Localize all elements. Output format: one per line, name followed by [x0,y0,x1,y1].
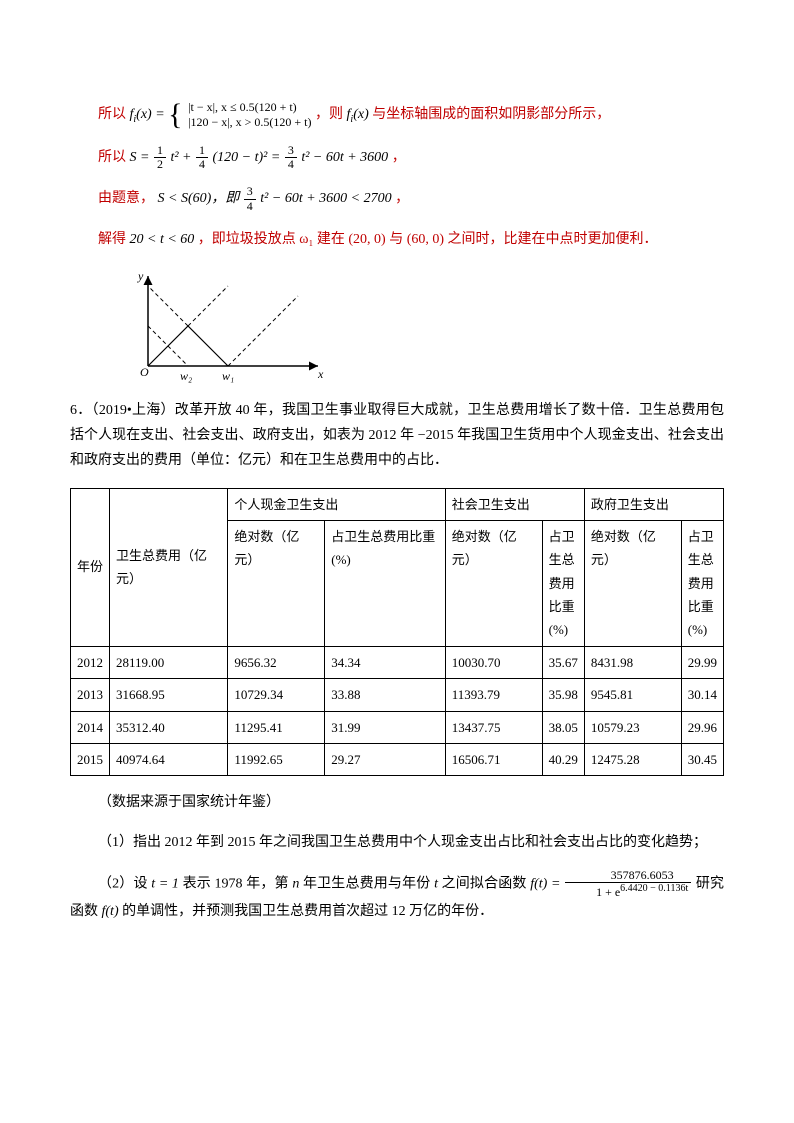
eq: (120 − t)² = [213,150,284,165]
y-label: y [137,269,144,283]
table-row: 201331668.95 10729.3433.88 11393.7935.98… [71,679,724,711]
th-total: 卫生总费用（亿元） [110,488,228,646]
table-row: 201228119.00 9656.3234.34 10030.7035.67 … [71,646,724,678]
piecewise-top: |t − x|, x ≤ 0.5(120 + t) [188,100,311,115]
q-number: 6． [70,403,92,418]
text: ， [392,150,406,165]
data-note: （数据来源于国家统计年鉴） [70,790,724,815]
th-social: 社会卫生支出 [445,488,584,520]
q6-sub2: （2）设 t = 1 表示 1978 年，第 n 年卫生总费用与年份 t 之间拟… [70,869,724,925]
text: 与坐标轴围成的面积如阴影部分所示， [372,107,610,122]
solution-line-2: 所以 S = 12 t² + 14 (120 − t)² = 34 t² − 6… [70,144,724,171]
th-gov: 政府卫生支出 [584,488,723,520]
w2-label: w₂ [180,369,192,383]
eq: t² + [170,150,195,165]
solution-line-1: 所以 fi(x) = { |t − x|, x ≤ 0.5(120 + t) |… [70,100,724,130]
eq: t² − 60t + 3600 [301,150,388,165]
fit-lhs: f(t) = [530,876,564,891]
text: 所以 [98,150,130,165]
eq: S = [130,150,153,165]
th-abs: 绝对数（亿元） [445,520,542,646]
text: ，则 [315,107,347,122]
x-label: x [317,367,324,381]
th-ratio: 占卫生总费用比重(%) [542,520,584,646]
solution-line-4: 解得 20 < t < 60 ，即垃圾投放点 ω₁ 建在 (20, 0) 与 (… [70,227,724,252]
axes-graph: O x y w₂ w₁ [118,266,338,386]
table-row: 201540974.64 11992.6529.27 16506.7140.29… [71,744,724,776]
th-abs: 绝对数（亿元） [584,520,681,646]
table-row: 201435312.40 11295.4131.99 13437.7538.05… [71,711,724,743]
text: 所以 [98,107,130,122]
q-cite: （2019•上海） [92,403,175,418]
text: ，即垃圾投放点 ω₁ 建在 (20, 0) 与 (60, 0) 之间时，比建在中… [198,232,658,247]
origin-label: O [140,365,149,379]
eq: S < S(60)，即 [158,191,243,206]
solution-line-3: 由题意， S < S(60)，即 34 t² − 60t + 3600 < 27… [70,185,724,212]
eq: 20 < t < 60 [130,232,195,247]
th-ratio: 占卫生总费用比重(%) [681,520,723,646]
text: ， [395,191,409,206]
fit-fraction: 357876.6053 1 + e6.4420 − 0.1136t [565,869,691,899]
w1-label: w₁ [222,369,234,383]
question-6: 6．（2019•上海）改革开放 40 年，我国卫生事业取得巨大成就，卫生总费用增… [70,398,724,474]
text: 解得 [98,232,130,247]
piecewise-bot: |120 − x|, x > 0.5(120 + t) [188,115,311,130]
eq: t² − 60t + 3600 < 2700 [260,191,391,206]
th-abs: 绝对数（亿元） [228,520,325,646]
th-ratio: 占卫生总费用比重(%) [325,520,446,646]
th-year: 年份 [71,488,110,646]
q6-sub1: （1）指出 2012 年到 2015 年之间我国卫生总费用中个人现金支出占比和社… [70,830,724,855]
stats-table: 年份 卫生总费用（亿元） 个人现金卫生支出 社会卫生支出 政府卫生支出 绝对数（… [70,488,724,777]
text: 由题意， [98,191,154,206]
th-personal: 个人现金卫生支出 [228,488,445,520]
